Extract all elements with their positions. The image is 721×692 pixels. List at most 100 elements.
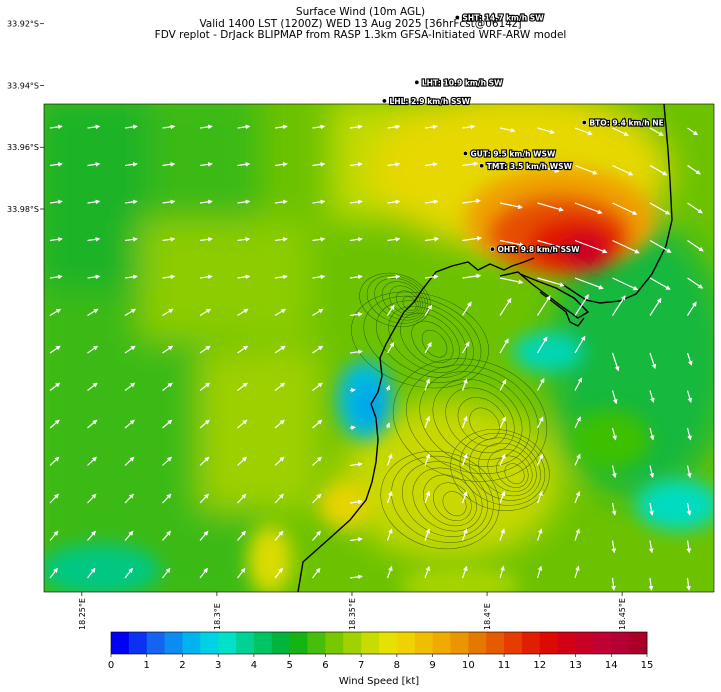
wind-arrow: [649, 352, 657, 370]
contour-line: [374, 277, 426, 321]
contour-line: [459, 433, 546, 506]
wind-arrow: [87, 124, 101, 130]
colorbar-segment: [450, 632, 469, 654]
wind-arrow: [574, 164, 598, 175]
colorbar-segment: [557, 632, 576, 654]
colorbar-tick-label: 11: [498, 660, 511, 671]
wind-arrow: [461, 490, 468, 504]
colorbar-tick-label: 3: [215, 660, 221, 671]
contour-line: [381, 281, 424, 318]
wind-arrow: [237, 308, 249, 317]
wind-arrow: [385, 384, 391, 391]
station-dot-gut[interactable]: [462, 150, 468, 156]
wind-arrow: [461, 301, 472, 316]
contour-line: [363, 295, 482, 383]
wind-arrow: [461, 415, 468, 429]
wind-arrow: [687, 277, 704, 289]
contour-line: [423, 474, 477, 527]
wind-arrow: [162, 161, 176, 167]
colorbar-segment: [593, 632, 612, 654]
wind-arrow: [349, 274, 363, 280]
colorbar-segment: [379, 632, 398, 654]
wind-arrow: [199, 124, 213, 130]
wind-arrow: [162, 456, 172, 466]
colorbar-tick-label: 4: [251, 660, 257, 671]
contour-line: [366, 275, 428, 324]
colorbar-segment: [236, 632, 255, 654]
wind-arrow: [49, 456, 60, 466]
wind-arrow: [574, 239, 608, 254]
wind-arrow: [424, 236, 440, 242]
contour-line: [389, 285, 421, 316]
colorbar-tick-label: 5: [286, 660, 292, 671]
station-dot-lhl[interactable]: [381, 98, 387, 104]
wind-arrow: [349, 349, 363, 355]
wind-arrow: [124, 567, 133, 579]
wind-arrow: [536, 416, 544, 429]
wind-arrow: [274, 345, 286, 354]
wind-arrow: [87, 419, 98, 429]
contour-line: [442, 491, 467, 517]
wind-arrow: [687, 240, 704, 252]
wind-arrow: [574, 377, 583, 391]
wind-arrow: [274, 308, 287, 317]
wind-arrow: [537, 164, 560, 173]
wind-arrow: [87, 345, 99, 354]
contour-line: [391, 455, 494, 543]
wind-arrow: [87, 236, 101, 242]
station-label-lht: LHT: 10.9 km/h SW: [422, 78, 503, 87]
wind-arrow: [274, 382, 286, 391]
contour-line: [433, 482, 472, 522]
station-dot-bto[interactable]: [581, 120, 587, 126]
wind-arrow: [49, 567, 58, 579]
colorbar-segment: [253, 632, 273, 654]
colorbar-segment: [271, 632, 291, 654]
wind-arrow: [649, 502, 654, 516]
wind-arrow: [574, 565, 580, 579]
wind-arrow: [648, 540, 654, 554]
wind-arrow: [612, 127, 629, 136]
wind-arrow: [49, 530, 59, 541]
wind-arrow: [686, 352, 693, 366]
wind-arrow: [499, 528, 505, 541]
colorbar-segment: [504, 632, 523, 654]
wind-arrow: [237, 530, 246, 541]
wind-arrow: [386, 490, 393, 504]
wind-arrow: [612, 239, 640, 254]
wind-vectors: [49, 124, 704, 591]
wind-arrow: [536, 565, 543, 579]
longitude-axis: 18.25°E 18.3°E 18.35°E 18.4°E 18.45°E: [78, 592, 627, 630]
wind-arrow: [537, 202, 564, 212]
wind-arrow: [199, 419, 210, 429]
wind-arrow: [387, 124, 401, 130]
wind-arrow: [49, 161, 63, 167]
map-title: Surface Wind (10m AGL) Valid 1400 LST (1…: [0, 6, 721, 42]
wind-arrow: [199, 308, 212, 317]
latitude-axis: 33.86°S33.88°S33.9°S33.92°S33.94°S33.96°…: [7, 20, 44, 214]
wind-arrow: [237, 161, 251, 167]
wind-arrow: [49, 382, 61, 391]
wind-arrow: [686, 427, 692, 441]
station-dot-sht[interactable]: [454, 15, 460, 21]
colorbar-segment: [468, 632, 487, 654]
lat-tick-label: 33.92°S: [7, 20, 39, 29]
wind-arrow: [387, 274, 401, 280]
wind-arrow: [574, 277, 604, 290]
wind-arrow: [461, 341, 470, 354]
wind-arrow: [349, 536, 363, 542]
wind-arrow: [499, 277, 524, 285]
wind-arrow: [312, 419, 323, 429]
contour-line: [469, 437, 541, 501]
wind-arrow: [499, 338, 509, 354]
wind-arrow: [162, 530, 171, 541]
colorbar-tick-label: 13: [569, 660, 582, 671]
wind-arrow: [162, 236, 176, 242]
wind-arrow: [162, 124, 176, 130]
station-dot-oht[interactable]: [489, 246, 495, 252]
station-dot-lht[interactable]: [414, 79, 420, 85]
wind-arrow: [274, 567, 283, 579]
contour-line: [351, 291, 489, 389]
lat-tick-label: 33.98°S: [7, 205, 39, 214]
wind-arrow: [124, 236, 138, 242]
station-dot-tmt[interactable]: [479, 163, 485, 169]
